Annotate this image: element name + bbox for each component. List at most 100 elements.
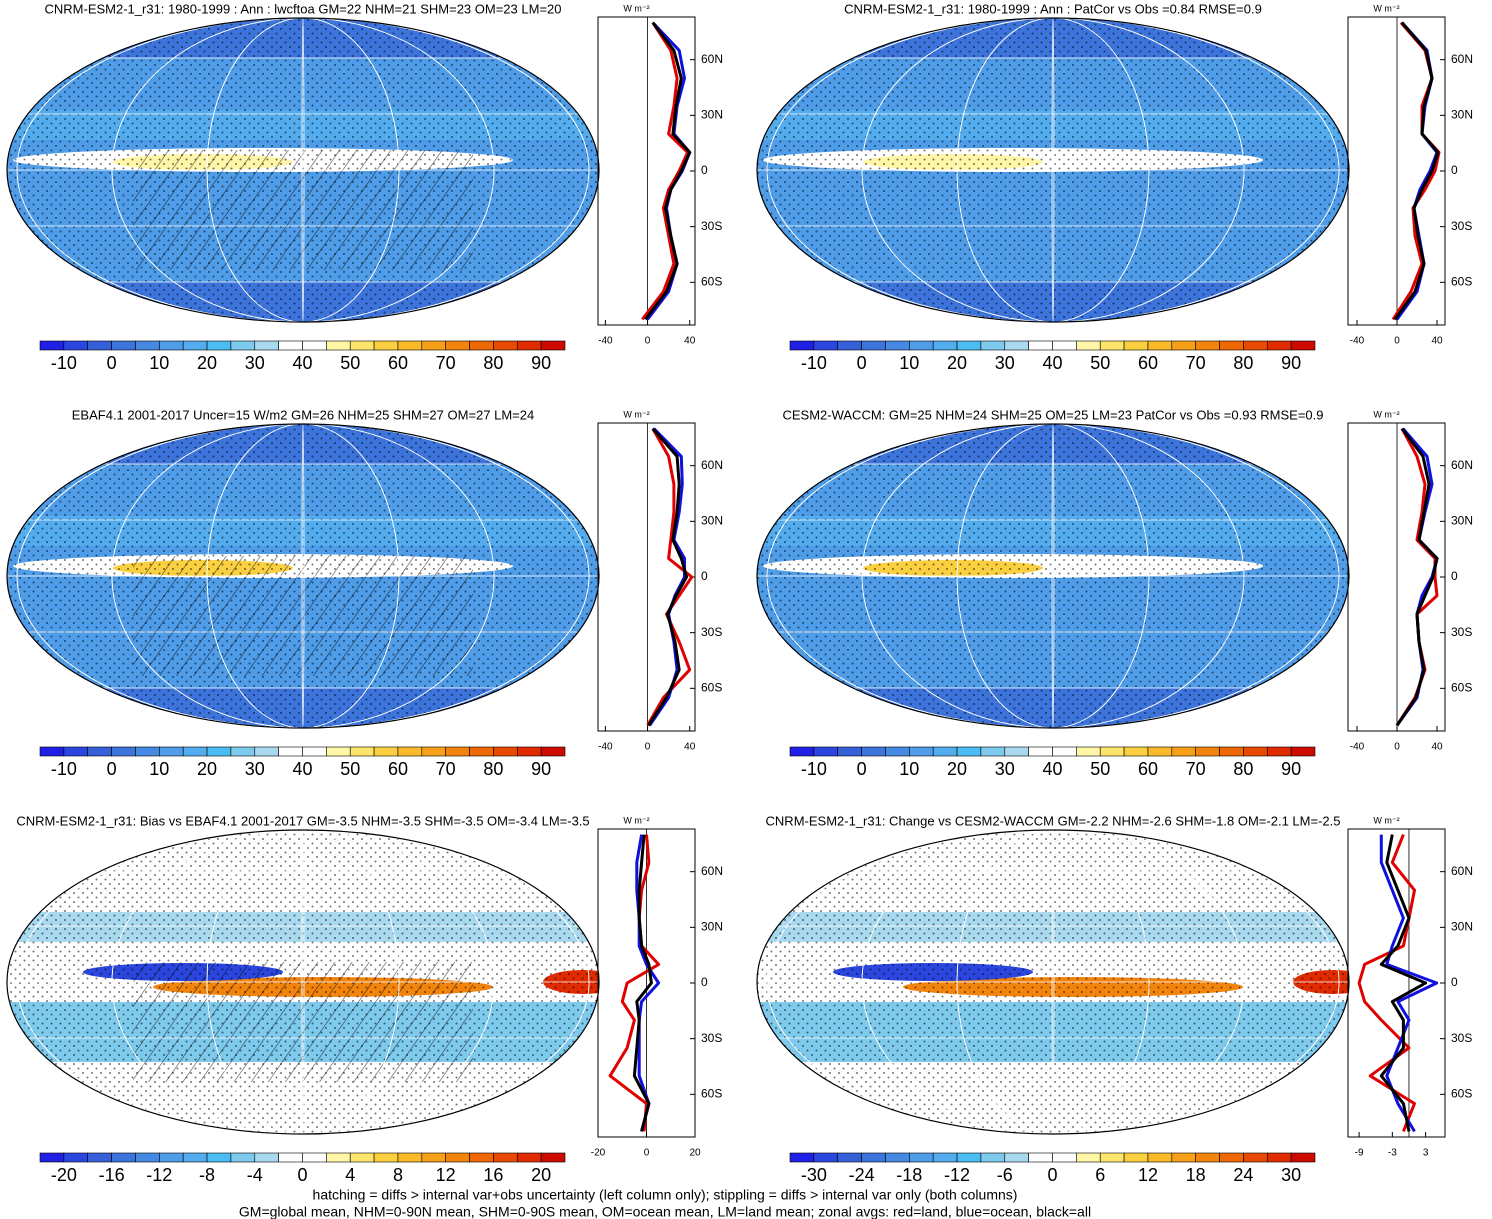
colorbar-label: 50 [1090, 353, 1110, 373]
colorbar-box [1266, 340, 1292, 351]
colorbar-box [861, 340, 886, 351]
x-tick-label: 40 [684, 742, 696, 753]
colorbar-box [1052, 746, 1077, 757]
colorbar-label: 24 [1233, 1165, 1253, 1185]
graticule [16, 18, 590, 322]
colorbar-label: 90 [1281, 353, 1301, 373]
colorbar-box [1123, 746, 1149, 757]
colorbar-label: 40 [1042, 353, 1062, 373]
colorbar-label: 20 [197, 353, 217, 373]
colorbar-box [278, 746, 303, 757]
colorbar-box [1219, 340, 1244, 351]
colorbar-box [980, 746, 1006, 757]
profile-line [1357, 834, 1416, 1132]
map [7, 830, 599, 1134]
colorbar-label: 90 [1281, 759, 1301, 779]
x-tick-label: -40 [598, 336, 613, 347]
colorbar-box [1266, 1152, 1292, 1163]
x-tick-label: 0 [644, 1148, 650, 1159]
colorbar-box [278, 1152, 303, 1163]
colorbar-box [278, 340, 303, 351]
graticule [111, 424, 495, 728]
colorbar-box [63, 340, 89, 351]
colorbar-box [349, 746, 375, 757]
colorbar-box [1290, 1152, 1316, 1163]
profile-line [608, 834, 661, 1132]
y-tick-label: 60S [1451, 680, 1472, 694]
hatching [133, 150, 473, 270]
colorbar-box [397, 1152, 423, 1163]
colorbar-box [159, 340, 184, 351]
colorbar-box [1219, 1152, 1244, 1163]
colorbar-label: 0 [297, 1165, 307, 1185]
colorbar-box [373, 1152, 399, 1163]
colorbar-label: 60 [388, 759, 408, 779]
colorbar-label: -20 [51, 1165, 77, 1185]
colorbar-box [206, 1152, 232, 1163]
colorbar-label: 0 [857, 759, 867, 779]
y-tick-label: 30S [1451, 219, 1472, 233]
colorbar-box [302, 1152, 327, 1163]
y-tick-label: 0 [1451, 163, 1458, 177]
colorbar-box [1123, 340, 1149, 351]
colorbar-label: 90 [531, 759, 551, 779]
graticule [861, 424, 1245, 728]
colorbar-box [909, 340, 934, 351]
colorbar-box [326, 746, 351, 757]
graticule [766, 830, 1340, 1134]
colorbar-box [1099, 1152, 1125, 1163]
profile-unit: W m⁻² [623, 409, 649, 419]
colorbar-box [87, 746, 112, 757]
colorbar-box [1171, 1152, 1196, 1163]
colorbar-box [1004, 746, 1029, 757]
colorbar-box [469, 340, 494, 351]
y-tick-label: 30S [1451, 625, 1472, 639]
colorbar-box [159, 746, 184, 757]
colorbar-box [159, 1152, 184, 1163]
colorbar-label: 30 [995, 353, 1015, 373]
colorbar-box [1243, 1152, 1268, 1163]
y-tick-label: 60S [1451, 1086, 1472, 1100]
y-tick-label: 30N [1451, 108, 1473, 122]
colorbar-label: 80 [483, 759, 503, 779]
colorbar-label: 20 [531, 1165, 551, 1185]
map [757, 830, 1349, 1134]
colorbar-label: 20 [197, 759, 217, 779]
y-tick-label: 60N [701, 52, 723, 66]
profile-line [635, 834, 661, 1132]
x-tick-label: -40 [1350, 336, 1365, 347]
colorbar-box [1004, 1152, 1029, 1163]
y-tick-label: 30N [1451, 920, 1473, 934]
colorbar-box [182, 746, 208, 757]
colorbar-box [421, 746, 446, 757]
colorbar-box [980, 1152, 1006, 1163]
colorbar-label: 10 [149, 353, 169, 373]
graticule [206, 424, 400, 728]
colorbar-box [230, 1152, 256, 1163]
graticule [956, 18, 1150, 322]
colorbar-box [837, 1152, 862, 1163]
y-tick-label: 0 [701, 569, 708, 583]
colorbar-box [1219, 746, 1244, 757]
colorbar-box [861, 746, 886, 757]
colorbar-box [1028, 1152, 1053, 1163]
colorbar-label: 70 [436, 353, 456, 373]
profile-line [1379, 834, 1439, 1133]
colorbar-box [135, 1152, 160, 1163]
colorbar-label: 12 [436, 1165, 456, 1185]
colorbar-box [789, 1152, 815, 1163]
colorbar-label: 70 [1186, 759, 1206, 779]
map [7, 18, 599, 322]
colorbar-box [540, 340, 566, 351]
colorbar-label: 80 [1233, 759, 1253, 779]
x-tick-label: 40 [1431, 336, 1443, 347]
colorbar-box [39, 746, 65, 757]
colorbar-box [1195, 1152, 1220, 1163]
map [757, 18, 1349, 322]
colorbar-label: 30 [1281, 1165, 1301, 1185]
graticule [301, 830, 305, 1134]
colorbar-box [932, 746, 958, 757]
colorbar-box [397, 746, 423, 757]
colorbar-box [1028, 340, 1053, 351]
colorbar-box [789, 340, 815, 351]
